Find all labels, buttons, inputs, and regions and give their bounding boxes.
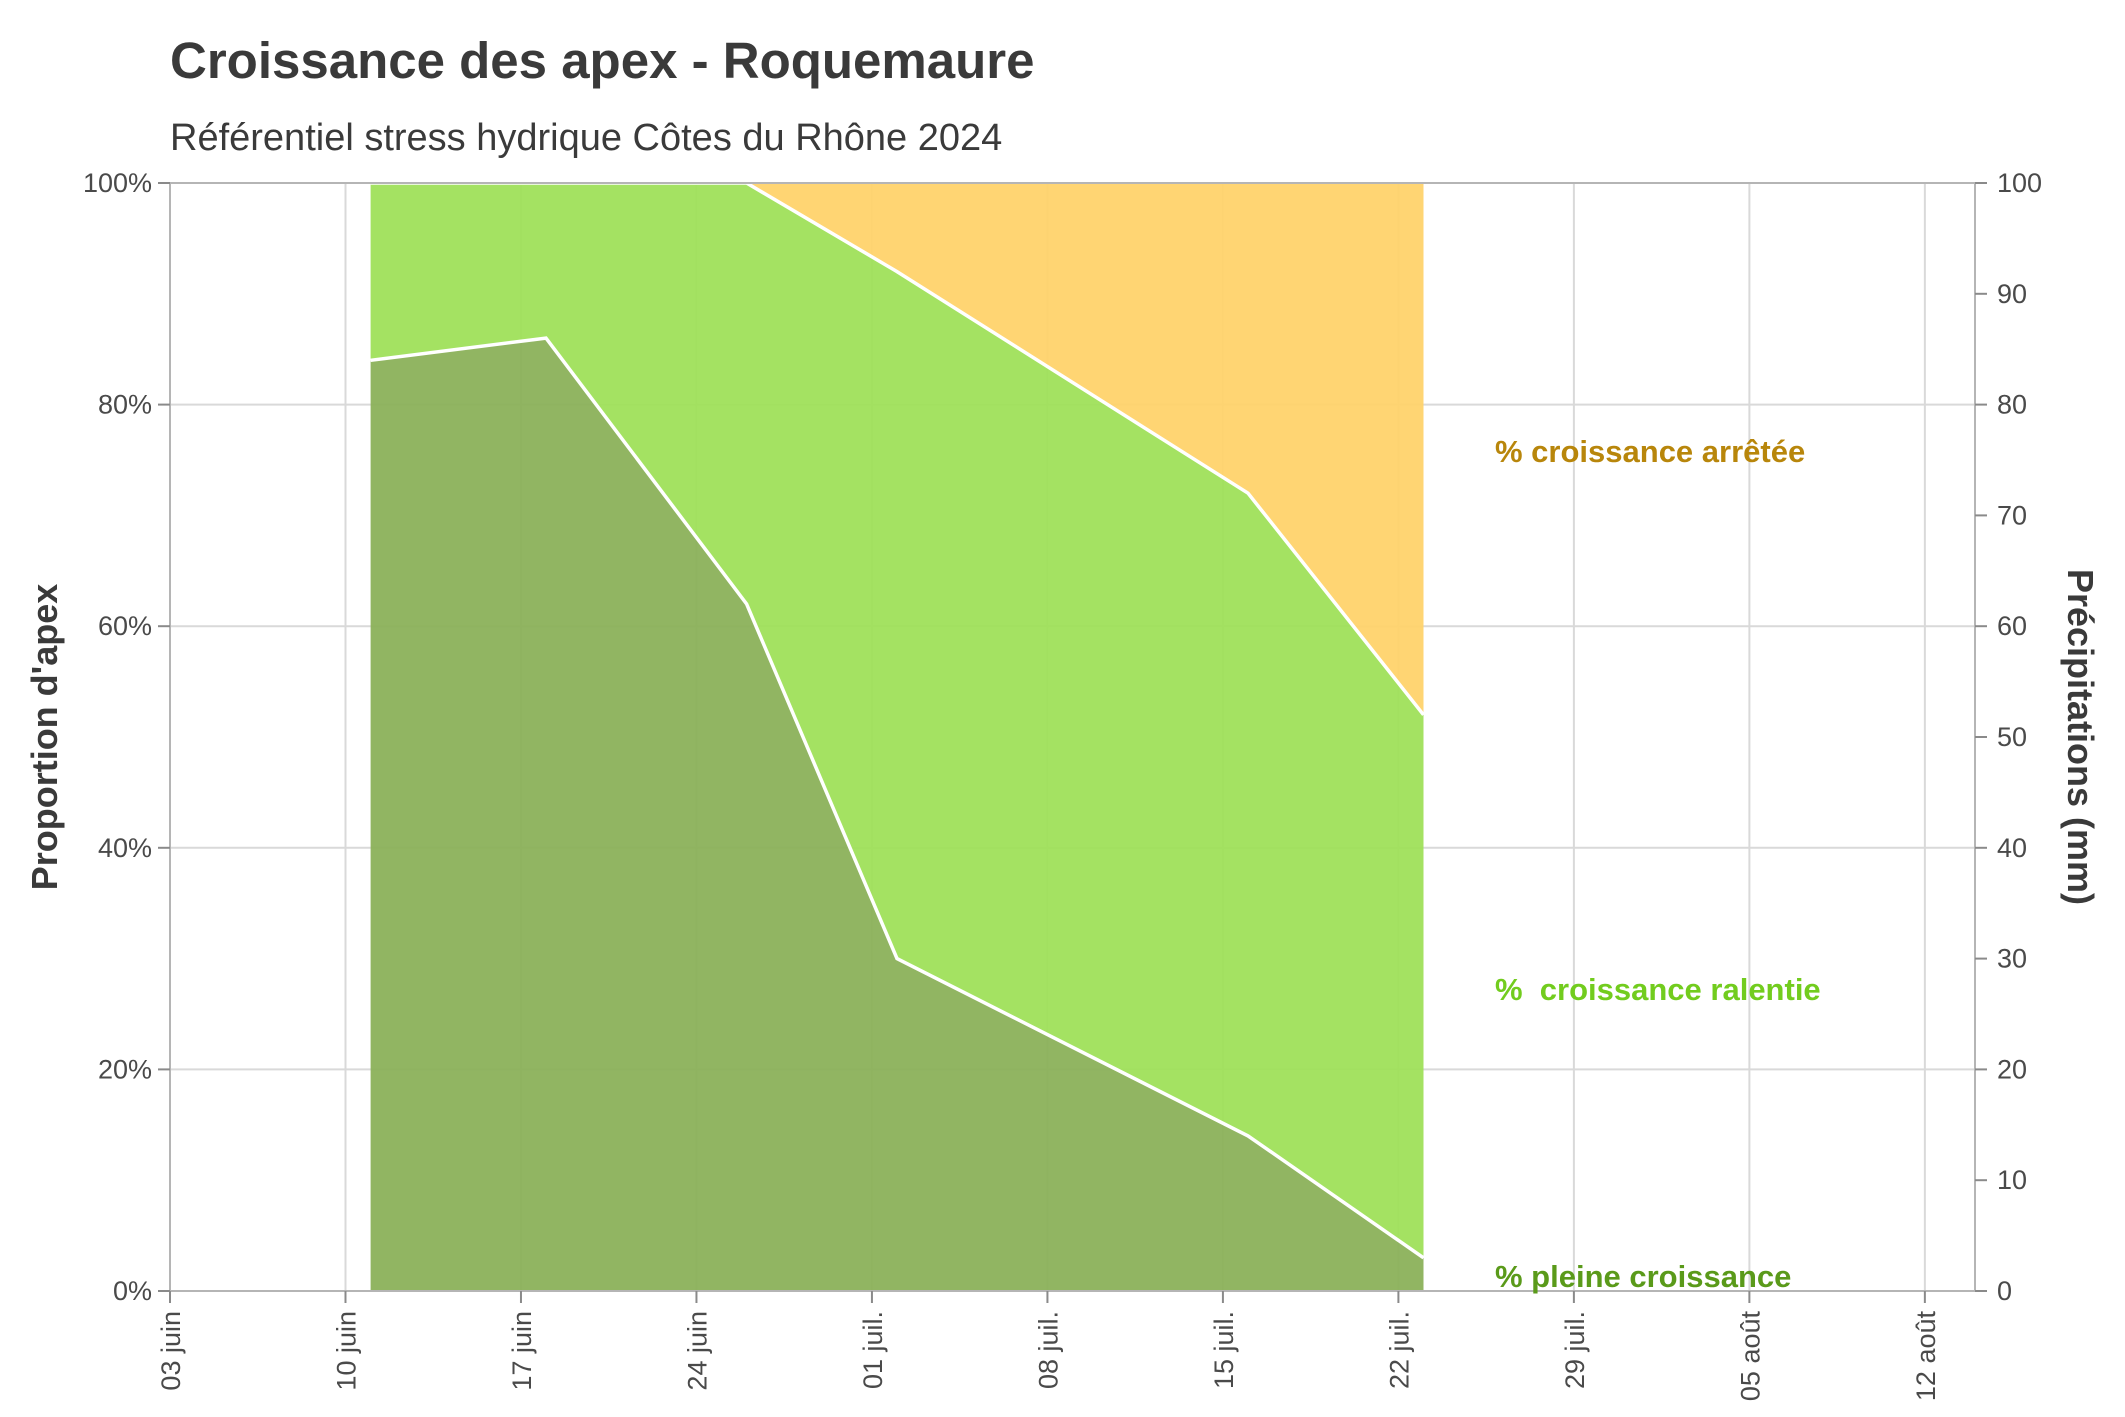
stacked-areas bbox=[370, 183, 1424, 1292]
y2-tick-label: 60 bbox=[1997, 611, 2027, 641]
x-tick-label: 29 juil. bbox=[1560, 1311, 1590, 1389]
y2-axis-title: Précipitations (mm) bbox=[2060, 569, 2101, 905]
x-tick-label: 17 juin bbox=[507, 1311, 537, 1391]
chart-subtitle: Référentiel stress hydrique Côtes du Rhô… bbox=[170, 117, 1002, 159]
x-tick-label: 08 juil. bbox=[1033, 1311, 1063, 1389]
x-tick-label: 22 juil. bbox=[1384, 1311, 1414, 1389]
y2-tick-label: 40 bbox=[1997, 833, 2027, 863]
x-tick-label: 03 juin bbox=[156, 1311, 186, 1391]
y-tick-label: 80% bbox=[98, 390, 152, 420]
y-axis-left: 0% 20% 40% 60% 80% 100% bbox=[83, 168, 170, 1306]
y-tick-label: 60% bbox=[98, 611, 152, 641]
y-axis-title: Proportion d'apex bbox=[24, 584, 65, 891]
annotation-pleine: % pleine croissance bbox=[1495, 1259, 1791, 1294]
y-tick-label: 0% bbox=[113, 1276, 152, 1306]
y2-tick-label: 50 bbox=[1997, 722, 2027, 752]
x-tick-label: 01 juil. bbox=[858, 1311, 888, 1389]
y2-tick-label: 90 bbox=[1997, 279, 2027, 309]
y2-tick-label: 80 bbox=[1997, 390, 2027, 420]
y-tick-label: 20% bbox=[98, 1054, 152, 1084]
y-tick-label: 100% bbox=[83, 168, 152, 198]
x-axis: 03 juin 10 juin 17 juin 24 juin 01 juil. 08 j… bbox=[156, 1291, 1941, 1401]
y-axis-right: 0 10 20 30 40 50 60 70 80 90 100 bbox=[1975, 168, 2042, 1306]
annotation-arretee: % croissance arrêtée bbox=[1495, 434, 1805, 469]
y2-tick-label: 0 bbox=[1997, 1276, 2012, 1306]
area-pleine-croissance bbox=[370, 338, 1424, 1292]
y2-tick-label: 10 bbox=[1997, 1165, 2027, 1195]
y2-tick-label: 30 bbox=[1997, 944, 2027, 974]
area-croissance-arr-t-e bbox=[370, 183, 1424, 715]
x-tick-label: 05 août bbox=[1735, 1311, 1765, 1402]
x-tick-label: 10 juin bbox=[331, 1311, 361, 1391]
x-tick-label: 15 juil. bbox=[1209, 1311, 1239, 1389]
y2-tick-label: 100 bbox=[1997, 168, 2042, 198]
boundary-line bbox=[370, 336, 1425, 1260]
x-tick-label: 24 juin bbox=[682, 1311, 712, 1391]
x-tick-label: 12 août bbox=[1911, 1311, 1941, 1402]
y2-tick-label: 20 bbox=[1997, 1054, 2027, 1084]
annotation-ralentie: % croissance ralentie bbox=[1495, 972, 1821, 1007]
y-tick-label: 40% bbox=[98, 833, 152, 863]
y2-tick-label: 70 bbox=[1997, 500, 2027, 530]
chart-title: Croissance des apex - Roquemaure bbox=[170, 32, 1035, 89]
